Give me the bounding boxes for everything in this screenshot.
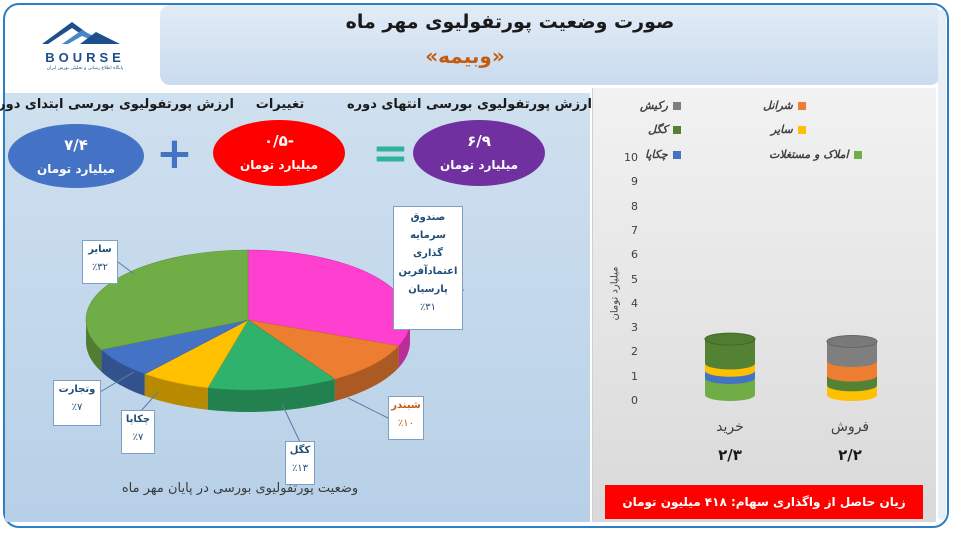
pie-label-fund: صندوق سرمایه گذاری اعتمادآفرین پارسیان ٪… [393, 206, 463, 330]
pie-label-chekapa: چکاپا ٪۷ [121, 410, 155, 454]
logo-wordmark: BOURSE [45, 50, 125, 65]
bar-total-buy: ۲/۳ [718, 446, 742, 464]
pie-slice-side [334, 345, 399, 402]
legend-label: چکاپا [645, 148, 668, 161]
pie-slice-3 [207, 319, 336, 391]
end-value-oval: ۶/۹ میلیارد تومان [413, 120, 545, 186]
legend-swatch [672, 102, 681, 110]
y-tick-label: 8 [631, 199, 638, 213]
fund-pct: ٪۳۱ [419, 302, 437, 313]
tejarat-pct: ٪۷ [71, 402, 83, 413]
legend-item-amlak: املاک و مستغلات [769, 148, 862, 161]
legend-label: املاک و مستغلات [769, 148, 849, 161]
kegol-pct: ٪۱۳ [291, 463, 309, 474]
pie-leader-line [139, 391, 159, 413]
cylinder-segment [827, 341, 877, 367]
legend-item-sayer: سایر [771, 123, 806, 136]
change-value: -۰/۵ [263, 132, 295, 150]
change-header: تغییرات [255, 97, 305, 112]
pie-slice-side [207, 379, 335, 412]
change-unit: میلیارد تومان [239, 158, 319, 172]
pie-slice-side [86, 320, 102, 372]
shabandar-pct: ٪۱۰ [397, 418, 415, 429]
pie-slice-side [398, 320, 410, 368]
y-tick-label: 1 [631, 369, 638, 383]
legend-swatch [853, 151, 862, 159]
equals-icon: = [372, 128, 409, 179]
legend-label: سایر [771, 123, 793, 136]
legend-label: رکیش [640, 99, 668, 112]
pie-slice-2 [247, 319, 400, 380]
start-value-oval: ۷/۴ میلیارد تومان [8, 124, 144, 188]
pie-label-shabandar: شبندر ٪۱۰ [388, 396, 424, 440]
chekapa-pct: ٪۷ [132, 432, 144, 443]
y-tick-label: 5 [631, 272, 638, 286]
legend-swatch [672, 126, 681, 134]
bourse-logo: BOURSE [42, 22, 125, 65]
y-tick-label: 9 [631, 175, 638, 189]
end-unit: میلیارد تومان [439, 158, 519, 172]
pie-slice-side [144, 373, 208, 410]
legend-item-shranel: شرانل [763, 99, 806, 112]
end-value-header: ارزش پورتفولیوی بورسی انتهای دوره [346, 97, 592, 112]
pie-leader-line [347, 397, 389, 419]
start-value-header: ارزش پورتفولیوی بورسی ابتدای دوره [0, 97, 234, 112]
bar-chart-panel [592, 88, 936, 522]
y-tick-label: 6 [631, 248, 638, 262]
cylinder-segment [705, 339, 755, 370]
fund-name-line: گذاری [413, 248, 443, 259]
cylinder-top [704, 332, 756, 346]
sayer-name: سایر [88, 244, 112, 255]
legend-swatch [797, 126, 806, 134]
legend-label: کگل [648, 123, 668, 136]
pie-label-sayer: سایر ٪۳۲ [82, 240, 118, 284]
change-oval: -۰/۵ میلیارد تومان [213, 120, 345, 186]
fund-name-line: صندوق سرمایه [410, 212, 446, 241]
end-value: ۶/۹ [467, 132, 491, 150]
pie-leader-line [99, 371, 135, 393]
legend-item-rakish: رکیش [640, 99, 681, 112]
fund-name-line: پارسیان [408, 284, 448, 295]
sayer-pct: ٪۳۲ [91, 262, 109, 273]
cylinder-segment [705, 377, 755, 401]
page-title: صورت وضعیت پورتفولیوی مهر ماه [345, 11, 675, 33]
y-tick-label: 4 [631, 296, 638, 310]
legend-item-kegol: کگل [648, 123, 681, 136]
y-tick-label: 2 [631, 345, 638, 359]
shabandar-name: شبندر [391, 400, 421, 411]
pie-leader-line [117, 261, 135, 275]
sale-loss-banner: زیان حاصل از واگذاری سهام: ۴۱۸ میلیون تو… [605, 485, 923, 519]
bar-category-buy: خرید [716, 419, 744, 435]
start-unit: میلیارد تومان [36, 162, 116, 176]
legend-item-chekapa: چکاپا [645, 148, 681, 161]
start-value: ۷/۴ [64, 136, 88, 154]
scrollbar[interactable] [938, 10, 946, 520]
legend-swatch [672, 151, 681, 159]
pie-label-kegol: کگل ٪۱۳ [285, 441, 315, 485]
kegol-name: کگل [289, 445, 311, 456]
title-bar [160, 5, 940, 85]
y-tick-label: 0 [631, 394, 638, 407]
tejarat-name: وتجارت [58, 384, 96, 395]
page-subtitle: «وبیمه» [425, 44, 505, 68]
fund-name-line: اعتمادآفرین [398, 266, 458, 277]
bar-total-sell: ۲/۲ [838, 446, 862, 464]
logo-tagline: پایگاه اطلاع رسانی و تحلیلی بورس ایران [46, 66, 124, 71]
plus-icon: + [156, 128, 193, 179]
legend-label: شرانل [763, 99, 793, 112]
pie-leader-line [281, 403, 301, 443]
y-tick-label: 3 [631, 321, 638, 335]
y-tick-label: 10 [624, 151, 638, 164]
y-tick-label: 7 [631, 223, 638, 237]
legend-swatch [797, 102, 806, 110]
cylinder-top [826, 335, 878, 349]
bar-category-sell: فروش [830, 419, 870, 435]
pie-label-tejarat: وتجارت ٪۷ [53, 380, 101, 426]
pie-chart-title: وضعیت پورتفولیوی بورسی در پایان مهر ماه [121, 481, 359, 496]
pie-slice-side [101, 349, 145, 396]
chekapa-name: چکاپا [125, 414, 151, 425]
